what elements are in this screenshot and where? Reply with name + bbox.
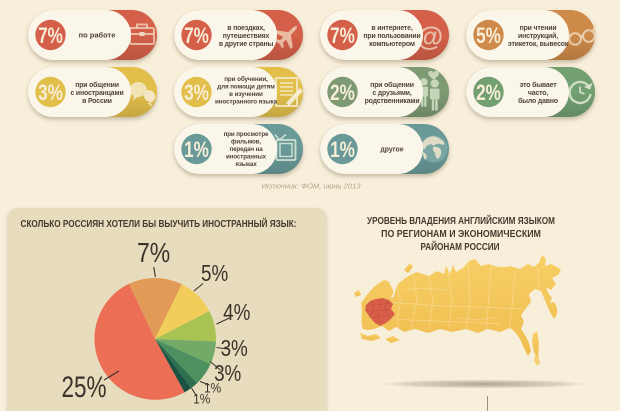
svg-text:2%: 2% xyxy=(476,81,501,106)
svg-text:3%: 3% xyxy=(38,81,63,106)
svg-text:4%: 4% xyxy=(223,300,250,325)
svg-text:при общении: при общении xyxy=(370,81,414,89)
svg-text:в другие страны: в другие страны xyxy=(219,41,274,48)
svg-text:при обучении,: при обучении, xyxy=(224,75,268,83)
svg-text:при чтении: при чтении xyxy=(520,25,557,32)
svg-text:СКОЛЬКО РОССИЯН ХОТЕЛИ БЫ ВЫУЧ: СКОЛЬКО РОССИЯН ХОТЕЛИ БЫ ВЫУЧИТЬ ИНОСТР… xyxy=(21,217,297,229)
svg-text:в интернете,: в интернете, xyxy=(371,25,412,32)
svg-text:25%: 25% xyxy=(61,370,106,404)
svg-text:было давно: было давно xyxy=(518,97,558,105)
svg-text:языках: языках xyxy=(235,161,257,168)
svg-text:для помощи детям: для помощи детям xyxy=(217,84,275,91)
svg-text:в России: в России xyxy=(82,98,112,105)
svg-text:компьютером: компьютером xyxy=(369,41,415,48)
svg-text:в поездках,: в поездках, xyxy=(227,25,265,32)
svg-text:УРОВЕНЬ ВЛАДЕНИЯ АНГЛИЙСКИМ ЯЗ: УРОВЕНЬ ВЛАДЕНИЯ АНГЛИЙСКИМ ЯЗЫКОМ xyxy=(367,214,555,226)
svg-text:при просмотре: при просмотре xyxy=(224,131,269,138)
svg-text:передач на: передач на xyxy=(229,146,263,153)
svg-text:фильмов,: фильмов, xyxy=(231,139,261,146)
svg-text:иностранных: иностранных xyxy=(226,154,267,161)
svg-text:родственниками: родственниками xyxy=(365,98,420,105)
svg-text:1%: 1% xyxy=(204,380,222,396)
svg-text:7%: 7% xyxy=(38,24,63,49)
svg-text:Источник: ФОМ, июнь 2013: Источник: ФОМ, июнь 2013 xyxy=(261,182,361,191)
svg-text:7%: 7% xyxy=(184,24,209,49)
svg-text:3%: 3% xyxy=(214,361,241,386)
svg-text:1%: 1% xyxy=(193,391,211,407)
svg-text:по работе: по работе xyxy=(79,31,116,40)
svg-text:иностранного языка: иностранного языка xyxy=(215,99,278,106)
svg-text:3%: 3% xyxy=(184,81,209,106)
svg-text:при пользовании: при пользовании xyxy=(363,33,420,40)
svg-text:этикеток, вывесок: этикеток, вывесок xyxy=(508,41,569,48)
svg-text:в изучении: в изучении xyxy=(229,91,263,98)
svg-text:при общении: при общении xyxy=(75,81,119,89)
svg-text:с друзьями,: с друзьями, xyxy=(372,90,411,97)
svg-text:ПО РЕГИОНАМ И ЭКОНОМИЧЕСКИМ: ПО РЕГИОНАМ И ЭКОНОМИЧЕСКИМ xyxy=(381,228,541,240)
svg-text:1%: 1% xyxy=(184,138,209,163)
svg-text:2%: 2% xyxy=(330,81,355,106)
svg-text:7%: 7% xyxy=(330,24,355,49)
svg-text:инструкций,: инструкций, xyxy=(518,32,558,40)
svg-text:5%: 5% xyxy=(201,261,228,286)
svg-text:часто,: часто, xyxy=(528,90,548,97)
svg-text:с иностранцами: с иностранцами xyxy=(70,90,123,97)
svg-text:путешествиях: путешествиях xyxy=(223,33,270,40)
svg-text:это бывает: это бывает xyxy=(520,81,558,89)
svg-text:1%: 1% xyxy=(330,138,355,163)
svg-text:7%: 7% xyxy=(137,238,170,269)
svg-text:РАЙОНАМ РОССИИ: РАЙОНАМ РОССИИ xyxy=(420,240,499,252)
svg-text:5%: 5% xyxy=(476,24,501,49)
svg-text:другое: другое xyxy=(380,147,403,154)
